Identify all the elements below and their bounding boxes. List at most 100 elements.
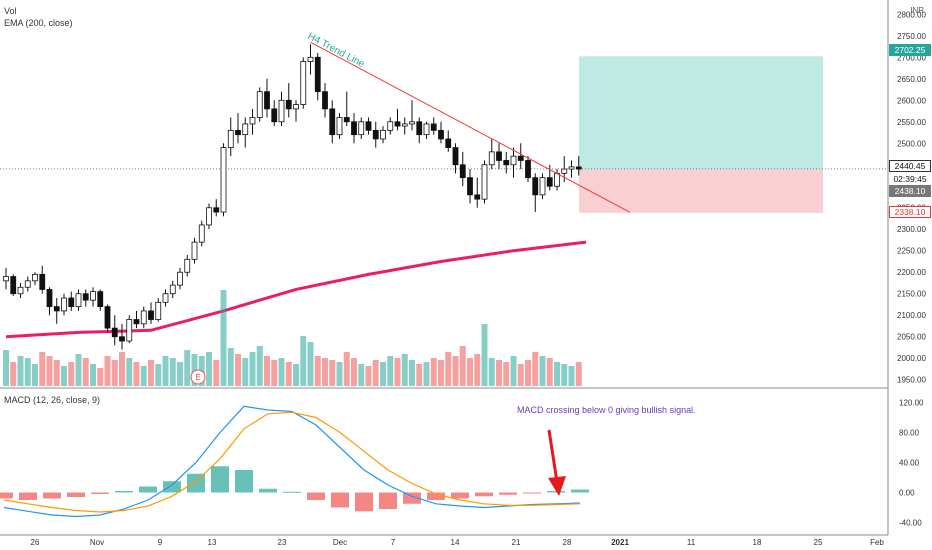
volume-bar — [126, 358, 133, 386]
volume-bar — [10, 362, 17, 386]
volume-bar — [561, 364, 568, 386]
volume-bar — [568, 366, 575, 386]
volume-bar — [467, 358, 473, 386]
time-tick-label: 14 — [451, 538, 460, 547]
volume-bar — [343, 352, 350, 386]
currency-label: INR — [910, 6, 924, 15]
volume-bar — [539, 356, 546, 386]
candle-body — [140, 310, 147, 325]
volume-bar — [155, 364, 162, 386]
candle-body — [307, 56, 314, 62]
arrow-head — [548, 476, 566, 496]
candle-body — [148, 310, 154, 320]
ema-200-line — [5, 240, 587, 339]
signal-line — [3, 411, 581, 513]
candle-body — [256, 91, 263, 118]
candle-body — [365, 121, 372, 131]
candle-body — [39, 273, 46, 290]
time-tick-label: 21 — [512, 538, 521, 547]
volume-bar — [184, 350, 191, 386]
candle-body — [467, 177, 473, 196]
macd-histogram-bar — [43, 492, 61, 499]
macd-histogram-bar — [187, 473, 205, 493]
volume-bar — [278, 358, 285, 386]
volume-bar — [554, 362, 560, 386]
candle-body — [503, 160, 510, 166]
volume-legend: Vol — [4, 6, 17, 16]
macd-histogram-bar — [355, 492, 373, 512]
volume-bar — [46, 356, 53, 386]
candle-body — [264, 91, 270, 110]
candle-body — [235, 129, 241, 136]
macd-histogram-bar — [259, 488, 277, 493]
macd-histogram-bar — [115, 491, 133, 493]
candle-body — [343, 117, 350, 123]
volume-bar — [17, 356, 24, 386]
macd-histogram-bar — [547, 491, 565, 493]
macd-histogram-bar — [91, 492, 109, 494]
volume-bar — [307, 342, 314, 386]
volume-bar — [256, 346, 263, 386]
candle-body — [525, 160, 531, 179]
candle-body — [474, 194, 481, 200]
candle-body — [169, 284, 176, 295]
volume-bar — [329, 360, 336, 386]
target-price-tag: 2702.25 — [889, 44, 931, 56]
entry-price-tag: 2438.10 — [889, 185, 931, 197]
earnings-marker-label: E — [195, 373, 200, 382]
volume-bar — [358, 364, 365, 386]
volume-bar — [24, 358, 31, 386]
volume-bar — [575, 362, 582, 386]
candle-body — [387, 121, 394, 131]
volume-bar — [481, 324, 488, 386]
candle-body — [561, 168, 568, 174]
price-tick-label: 1950.00 — [897, 376, 926, 385]
candle-body — [300, 61, 307, 105]
volume-bar — [191, 354, 198, 386]
candle-body — [394, 121, 401, 127]
candle-body — [496, 151, 502, 161]
macd-tick-label: 120.00 — [899, 399, 924, 408]
volume-bar — [430, 358, 437, 386]
volume-bar — [416, 364, 423, 386]
volume-bar — [61, 366, 67, 386]
volume-bar — [293, 364, 299, 386]
volume-bar — [68, 362, 75, 386]
macd-layer — [0, 405, 589, 518]
time-tick-label: 25 — [814, 538, 823, 547]
candle-body — [155, 301, 162, 320]
volume-bar — [53, 360, 60, 386]
arrow-shaft — [547, 429, 559, 483]
stop-zone — [579, 169, 823, 213]
candle-body — [271, 108, 278, 123]
macd-histogram-bar — [307, 492, 325, 500]
price-tick-label: 2150.00 — [897, 290, 926, 299]
volume-bar — [532, 352, 539, 386]
volume-bar — [488, 358, 495, 386]
candle-body — [372, 129, 379, 140]
volume-bar — [474, 354, 481, 386]
candle-body — [423, 123, 430, 136]
price-tick-label: 2600.00 — [897, 96, 926, 105]
candle-body — [24, 280, 31, 288]
candle-body — [104, 306, 111, 329]
h4-trend-line — [310, 41, 630, 213]
candle-body — [430, 123, 437, 131]
macd-histogram-bar — [523, 492, 541, 494]
candle-body — [481, 164, 488, 200]
volume-bar — [206, 352, 212, 386]
macd-histogram-bar — [211, 466, 229, 493]
volume-bar — [220, 290, 227, 386]
volume-bar — [525, 360, 531, 386]
macd-histogram-bar — [451, 492, 469, 499]
macd-histogram-bar — [235, 470, 253, 493]
volume-bar — [394, 358, 401, 386]
time-tick-label: 13 — [208, 538, 217, 547]
trendline-layer — [310, 41, 630, 213]
volume-bar — [452, 356, 459, 386]
candle-body — [111, 327, 118, 338]
volume-bar — [372, 360, 379, 386]
volume-bar — [235, 354, 241, 386]
volume-bar — [97, 368, 104, 386]
candle-body — [198, 224, 205, 243]
